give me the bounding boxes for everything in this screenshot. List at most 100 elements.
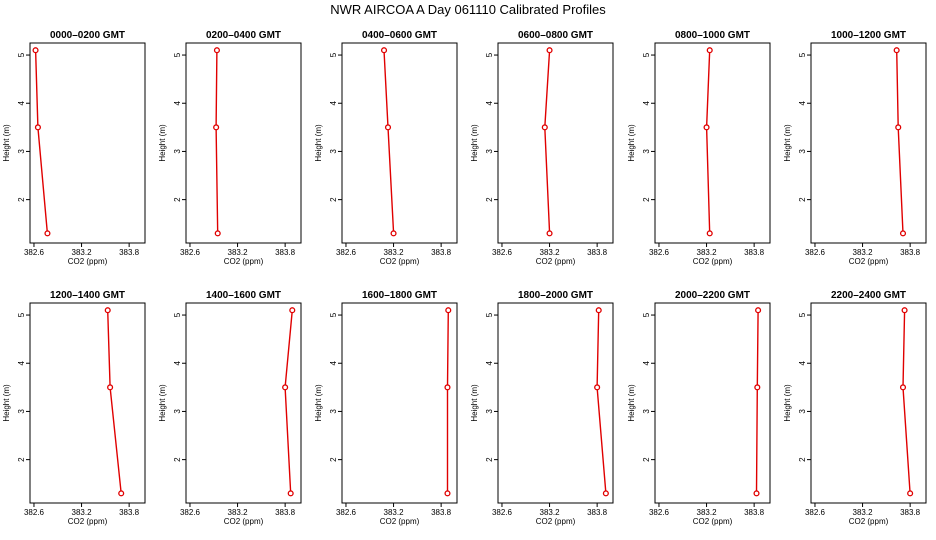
x-axis-label: CO2 (ppm) bbox=[380, 517, 420, 526]
x-tick-label: 382.6 bbox=[649, 508, 670, 517]
y-tick-label: 3 bbox=[329, 149, 338, 154]
plot-frame bbox=[341, 42, 458, 244]
panel-title: 0600–0800 GMT bbox=[518, 30, 593, 41]
plot-frame bbox=[497, 42, 614, 244]
profile-panel: 2000–2200 GMT 382.6 383.2 383.8 2 3 4 5 CO2 (ppm… bbox=[627, 290, 771, 526]
data-point bbox=[390, 230, 397, 237]
series-line bbox=[107, 310, 122, 494]
y-axis-label: Height (m) bbox=[783, 384, 792, 422]
x-tick-label: 382.6 bbox=[805, 248, 826, 257]
y-tick-label: 3 bbox=[485, 409, 494, 414]
series-line bbox=[215, 50, 219, 234]
y-tick-label: 3 bbox=[642, 409, 651, 414]
x-axis-label: CO2 (ppm) bbox=[224, 517, 264, 526]
x-tick-label: 383.8 bbox=[744, 508, 765, 517]
data-point bbox=[104, 307, 111, 314]
profile-panel: 0600–0800 GMT 382.6 383.2 383.8 2 3 4 5 CO2 (ppm… bbox=[470, 30, 614, 266]
x-tick-label: 383.2 bbox=[72, 508, 93, 517]
x-tick-label: 383.2 bbox=[384, 508, 405, 517]
panel-title: 1800–2000 GMT bbox=[518, 290, 593, 301]
y-tick-label: 4 bbox=[329, 360, 338, 365]
y-tick-label: 2 bbox=[329, 197, 338, 202]
data-point bbox=[602, 490, 609, 497]
x-tick-label: 383.2 bbox=[853, 508, 874, 517]
y-tick-label: 3 bbox=[173, 409, 182, 414]
y-tick-label: 2 bbox=[798, 197, 807, 202]
y-tick-label: 3 bbox=[329, 409, 338, 414]
panel-title: 0800–1000 GMT bbox=[675, 30, 750, 41]
x-tick-label: 383.8 bbox=[900, 508, 921, 517]
x-tick-label: 383.8 bbox=[275, 508, 296, 517]
panel-title: 0200–0400 GMT bbox=[206, 30, 281, 41]
x-axis-label: CO2 (ppm) bbox=[849, 517, 889, 526]
y-axis-label: Height (m) bbox=[158, 384, 167, 422]
y-tick-label: 2 bbox=[642, 197, 651, 202]
data-point bbox=[899, 230, 907, 237]
data-point bbox=[282, 384, 289, 391]
data-point bbox=[34, 124, 41, 131]
x-tick-label: 383.2 bbox=[540, 508, 561, 517]
x-axis-label: CO2 (ppm) bbox=[68, 257, 108, 266]
panel-title: 1400–1600 GMT bbox=[206, 290, 281, 301]
series-line bbox=[755, 310, 759, 494]
data-point bbox=[444, 490, 451, 497]
data-point bbox=[595, 307, 602, 314]
profile-panel: 1400–1600 GMT 382.6 383.2 383.8 2 3 4 5 CO2 (ppm… bbox=[158, 290, 302, 526]
x-tick-label: 382.6 bbox=[180, 508, 201, 517]
y-tick-label: 5 bbox=[485, 312, 494, 317]
y-tick-label: 2 bbox=[329, 457, 338, 462]
profile-panel: 0200–0400 GMT 382.6 383.2 383.8 2 3 4 5 CO2 (ppm… bbox=[158, 30, 302, 266]
series-line bbox=[544, 50, 551, 234]
y-tick-label: 3 bbox=[642, 149, 651, 154]
data-point bbox=[384, 124, 392, 131]
data-point bbox=[546, 47, 553, 54]
y-axis-label: Height (m) bbox=[314, 124, 323, 162]
data-point bbox=[706, 230, 713, 237]
y-tick-label: 2 bbox=[173, 457, 182, 462]
y-tick-label: 2 bbox=[17, 197, 26, 202]
y-tick-label: 3 bbox=[798, 409, 807, 414]
y-tick-label: 2 bbox=[17, 457, 26, 462]
data-point bbox=[753, 490, 760, 497]
plot-frame bbox=[341, 302, 458, 504]
y-tick-label: 5 bbox=[173, 52, 182, 57]
x-axis-label: CO2 (ppm) bbox=[693, 257, 733, 266]
data-point bbox=[901, 307, 908, 314]
panel-title: 2200–2400 GMT bbox=[831, 290, 906, 301]
data-point bbox=[213, 124, 220, 131]
data-point bbox=[213, 47, 220, 54]
data-point bbox=[706, 47, 713, 54]
y-axis-label: Height (m) bbox=[470, 124, 479, 162]
x-tick-label: 382.6 bbox=[336, 508, 357, 517]
series-line bbox=[896, 50, 904, 234]
series-line bbox=[902, 310, 911, 494]
plot-frame bbox=[497, 302, 614, 504]
plot-frame bbox=[185, 302, 302, 504]
y-tick-label: 3 bbox=[17, 149, 26, 154]
y-axis-label: Height (m) bbox=[627, 384, 636, 422]
x-tick-label: 382.6 bbox=[24, 508, 45, 517]
y-axis-label: Height (m) bbox=[627, 124, 636, 162]
profile-panel: 1200–1400 GMT 382.6 383.2 383.8 2 3 4 5 CO2 (ppm… bbox=[2, 290, 146, 526]
x-tick-label: 383.8 bbox=[744, 248, 765, 257]
series-line bbox=[383, 50, 395, 234]
series-line bbox=[446, 310, 449, 494]
y-tick-label: 4 bbox=[798, 360, 807, 365]
y-tick-label: 2 bbox=[798, 457, 807, 462]
y-tick-label: 4 bbox=[17, 360, 26, 365]
y-tick-label: 2 bbox=[642, 457, 651, 462]
data-point bbox=[546, 230, 553, 237]
x-tick-label: 383.8 bbox=[275, 248, 296, 257]
panel-title: 1600–1800 GMT bbox=[362, 290, 437, 301]
x-tick-label: 382.6 bbox=[24, 248, 45, 257]
x-axis-label: CO2 (ppm) bbox=[536, 517, 576, 526]
data-point bbox=[703, 124, 710, 131]
profile-panel: 0000–0200 GMT 382.6 383.2 383.8 2 3 4 5 CO2 (ppm… bbox=[2, 30, 146, 266]
x-tick-label: 383.8 bbox=[119, 248, 140, 257]
panel-title: 0000–0200 GMT bbox=[50, 30, 125, 41]
series-line bbox=[34, 50, 49, 234]
panel-title: 1200–1400 GMT bbox=[50, 290, 125, 301]
y-axis-label: Height (m) bbox=[314, 384, 323, 422]
profile-panel: 1000–1200 GMT 382.6 383.2 383.8 2 3 4 5 CO2 (ppm… bbox=[783, 30, 927, 266]
y-tick-label: 3 bbox=[173, 149, 182, 154]
